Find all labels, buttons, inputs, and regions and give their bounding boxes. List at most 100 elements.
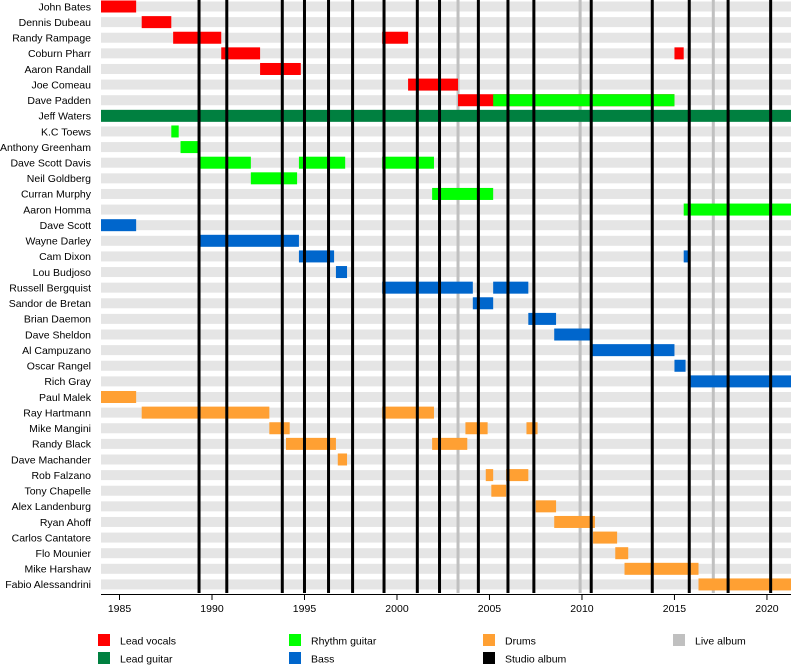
member-label-rob-falzano: Rob Falzano — [31, 470, 91, 482]
row-band-ryan-ahoff — [101, 516, 791, 527]
member-label-lou-budjoso: Lou Budjoso — [33, 267, 92, 279]
bar-randy-black-drums-0 — [285, 437, 336, 450]
row-band-dennis-dubeau — [101, 17, 791, 28]
legend-swatch-rhythm-guitar — [289, 634, 301, 646]
row-band-lou-budjoso — [101, 267, 791, 278]
row-band-flo-mounier — [101, 548, 791, 559]
bar-mike-mangini-drums-2 — [526, 422, 538, 435]
legend: Lead vocals Lead guitar Rhythm guitar Bass D… — [98, 634, 746, 666]
x-tick-label-1990: 1990 — [200, 603, 224, 615]
bar-aaron-homma-rhythm-guitar-0 — [683, 203, 791, 216]
row-band-anthony-greenham — [101, 142, 791, 153]
member-label-joe-comeau: Joe Comeau — [31, 79, 91, 91]
member-label-al-campuzano: Al Campuzano — [22, 345, 91, 357]
bar-k-c-toews-rhythm-guitar-0 — [171, 125, 179, 138]
legend-label-lead-guitar: Lead guitar — [120, 654, 173, 666]
row-band-carlos-cantatore — [101, 532, 791, 543]
row-band-dave-machander — [101, 454, 791, 465]
bar-joe-comeau-lead-vocals-0 — [408, 78, 459, 91]
row-band-oscar-rangel — [101, 360, 791, 371]
member-label-jeff-waters: Jeff Waters — [38, 111, 91, 123]
bar-randy-black-drums-1 — [432, 437, 468, 450]
bar-dave-machander-drums-0 — [337, 453, 348, 466]
legend-label-live-album: Live album — [695, 636, 746, 648]
x-tick-label-2015: 2015 — [663, 603, 687, 615]
bar-cam-dixon-bass-0 — [298, 250, 335, 263]
member-label-dave-machander: Dave Machander — [11, 454, 91, 466]
bar-jeff-waters-lead-guitar-0 — [101, 109, 791, 122]
row-band-coburn-pharr — [101, 48, 791, 59]
bar-dave-scott-davis-rhythm-guitar-1 — [298, 156, 346, 169]
row-band-dave-padden — [101, 95, 791, 106]
legend-swatch-drums — [483, 634, 495, 646]
row-band-paul-malek — [101, 392, 791, 402]
member-label-dave-scott: Dave Scott — [40, 220, 91, 232]
bar-dave-scott-bass-0 — [101, 219, 137, 232]
member-label-carlos-cantatore: Carlos Cantatore — [12, 532, 92, 544]
legend-label-rhythm-guitar: Rhythm guitar — [311, 636, 377, 648]
bar-wayne-darley-bass-0 — [199, 234, 299, 247]
member-label-ray-hartmann: Ray Hartmann — [23, 407, 91, 419]
studio-album-lines — [197, 0, 773, 593]
member-label-sandor-de-bretan: Sandor de Bretan — [9, 298, 91, 310]
row-band-dave-scott — [101, 220, 791, 231]
row-band-sandor-de-bretan — [101, 298, 791, 309]
member-label-aaron-randall: Aaron Randall — [24, 64, 91, 76]
member-label-aaron-homma: Aaron Homma — [23, 204, 91, 216]
bar-aaron-randall-lead-vocals-0 — [260, 62, 301, 75]
legend-swatch-live-album — [673, 634, 685, 646]
member-label-dave-scott-davis: Dave Scott Davis — [10, 158, 91, 170]
member-labels: John Bates Dennis Dubeau Randy Rampage Cobu… — [0, 1, 92, 591]
member-label-flo-mounier: Flo Mounier — [36, 548, 92, 560]
bar-dave-scott-davis-rhythm-guitar-2 — [382, 156, 434, 169]
row-band-john-bates — [101, 1, 791, 12]
member-label-coburn-pharr: Coburn Pharr — [28, 48, 92, 60]
member-label-mike-mangini: Mike Mangini — [29, 423, 91, 435]
member-label-john-bates: John Bates — [38, 1, 91, 13]
bar-anthony-greenham-rhythm-guitar-0 — [180, 141, 200, 154]
bar-mike-mangini-drums-1 — [465, 422, 488, 435]
legend-swatch-studio-album — [483, 652, 495, 664]
row-band-dave-sheldon — [101, 329, 791, 340]
bar-ryan-ahoff-drums-0 — [554, 515, 595, 528]
member-label-dave-padden: Dave Padden — [27, 95, 91, 107]
member-label-fabio-alessandrini: Fabio Alessandrini — [5, 579, 91, 591]
row-band-randy-rampage — [101, 32, 791, 43]
legend-label-drums: Drums — [505, 636, 536, 648]
bar-randy-rampage-lead-vocals-1 — [382, 31, 409, 44]
bar-curran-murphy-rhythm-guitar-0 — [432, 187, 494, 200]
member-label-wayne-darley: Wayne Darley — [25, 236, 91, 248]
bar-flo-mounier-drums-0 — [615, 547, 629, 560]
legend-label-bass: Bass — [311, 654, 334, 666]
bar-rich-gray-bass-0 — [689, 375, 791, 388]
member-label-randy-rampage: Randy Rampage — [12, 33, 91, 45]
bar-russell-bergquist-bass-0 — [382, 281, 473, 294]
x-tick-label-2020: 2020 — [755, 603, 779, 615]
bar-mike-harshaw-drums-0 — [624, 562, 699, 575]
x-tick-label-2010: 2010 — [570, 603, 594, 615]
bar-dave-padden-rhythm-guitar-1 — [493, 94, 675, 107]
row-band-ray-hartmann — [101, 407, 791, 418]
row-band-rob-falzano — [101, 470, 791, 481]
member-label-ryan-ahoff: Ryan Ahoff — [40, 517, 91, 529]
bar-rob-falzano-drums-1 — [506, 469, 529, 482]
row-band-cam-dixon — [101, 251, 791, 262]
member-label-dennis-dubeau: Dennis Dubeau — [19, 17, 92, 29]
x-tick-label-1995: 1995 — [293, 603, 317, 615]
bar-coburn-pharr-lead-vocals-1 — [674, 47, 684, 60]
bar-paul-malek-drums-0 — [101, 391, 137, 403]
bar-russell-bergquist-bass-1 — [493, 281, 529, 294]
member-label-neil-goldberg: Neil Goldberg — [27, 173, 91, 185]
bar-randy-rampage-lead-vocals-0 — [173, 31, 222, 44]
bar-tony-chapelle-drums-0 — [491, 484, 507, 497]
member-label-curran-murphy: Curran Murphy — [21, 189, 92, 201]
row-band-k-c-toews — [101, 126, 791, 137]
member-label-dave-sheldon: Dave Sheldon — [25, 329, 91, 341]
bar-coburn-pharr-lead-vocals-0 — [221, 47, 261, 60]
bar-ray-hartmann-drums-0 — [141, 406, 270, 419]
row-band-brian-daemon — [101, 313, 791, 324]
bar-rob-falzano-drums-0 — [485, 469, 494, 482]
bar-mike-mangini-drums-0 — [269, 422, 290, 435]
bar-john-bates-lead-vocals-0 — [101, 0, 137, 13]
